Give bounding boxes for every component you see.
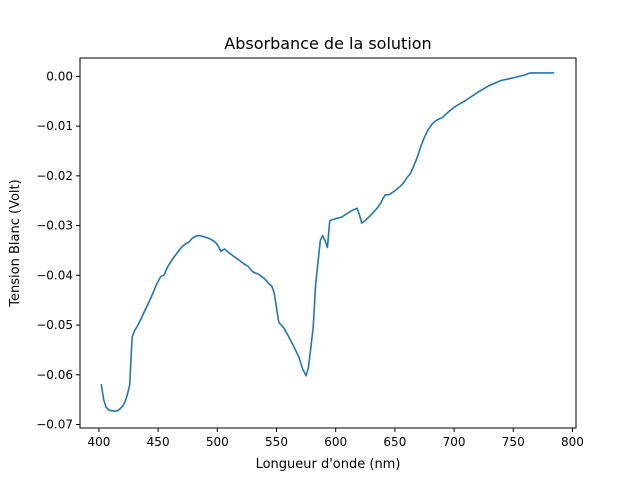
y-axis-label: Tension Blanc (Volt) [8, 179, 23, 307]
y-tick-label: −0.02 [36, 169, 73, 183]
y-tick-label: −0.03 [36, 219, 73, 233]
x-axis-ticks: 400 450 500 550 600 650 700 750 800 [87, 428, 584, 449]
x-tick-label: 500 [206, 435, 229, 449]
x-tick-label: 600 [324, 435, 347, 449]
plot-area [100, 72, 555, 412]
x-tick-label: 750 [502, 435, 525, 449]
x-tick-label: 650 [383, 435, 406, 449]
x-tick-label: 700 [443, 435, 466, 449]
y-tick-label: −0.07 [36, 418, 73, 432]
series-line-0 [100, 72, 555, 412]
y-tick-label: −0.05 [36, 318, 73, 332]
x-tick-label: 800 [561, 435, 584, 449]
x-tick-label: 550 [265, 435, 288, 449]
x-axis-label: Longueur d'onde (nm) [256, 457, 401, 472]
y-axis-ticks: −0.07 −0.06 −0.05 −0.04 −0.03 −0.02 −0.01 0.00 [36, 69, 80, 432]
x-tick-label: 450 [147, 435, 170, 449]
x-tick-label: 400 [87, 435, 110, 449]
y-tick-label: 0.00 [46, 69, 73, 83]
y-tick-label: −0.06 [36, 368, 73, 382]
axes-frame [79, 57, 577, 429]
y-tick-label: −0.04 [36, 268, 73, 282]
chart-title: Absorbance de la solution [224, 34, 431, 53]
y-tick-label: −0.01 [36, 119, 73, 133]
